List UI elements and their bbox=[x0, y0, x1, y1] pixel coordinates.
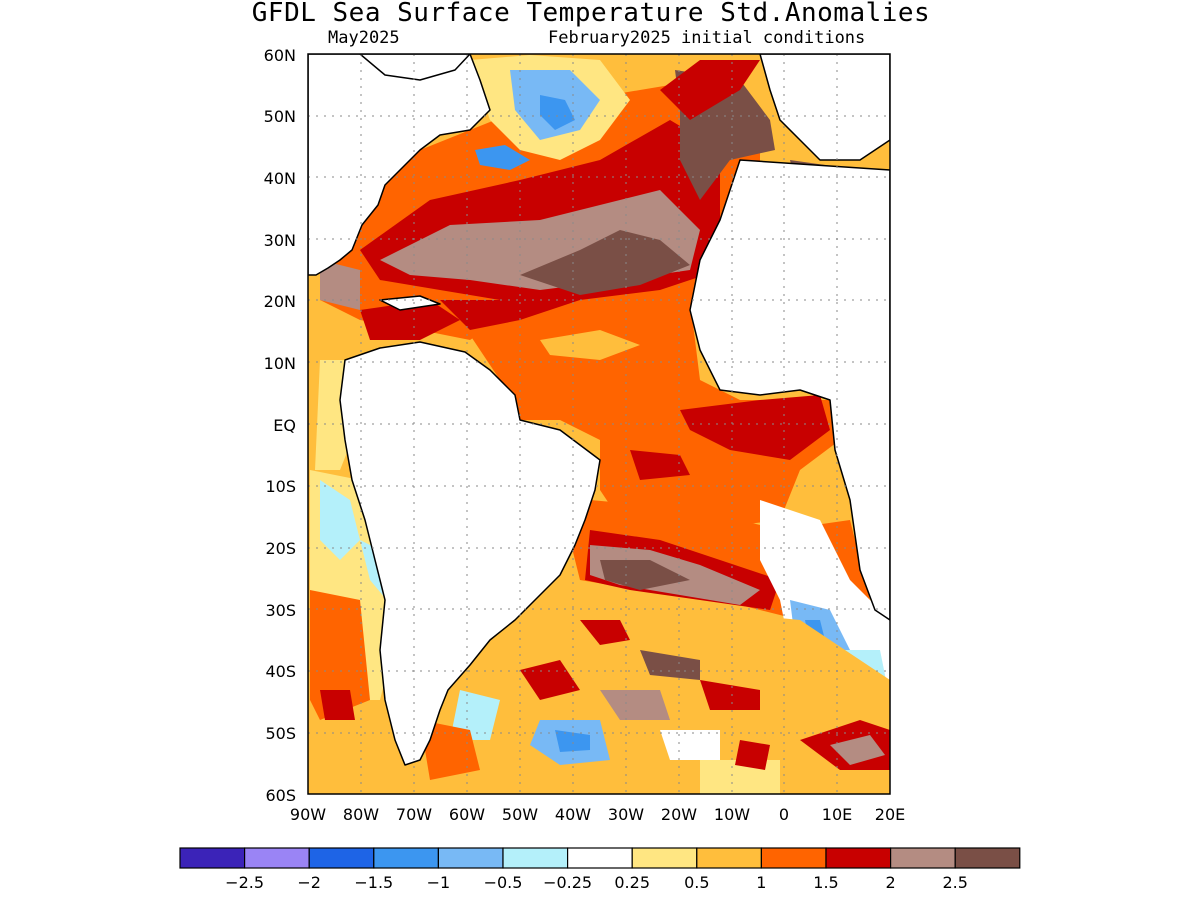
colorbar-label: −1 bbox=[427, 873, 451, 892]
africa-land bbox=[689, 159, 890, 621]
colorbar-swatch bbox=[954, 847, 1021, 869]
map-frame bbox=[307, 53, 891, 795]
lat-tick-label: 40S bbox=[265, 662, 296, 681]
colorbar-label: −0.25 bbox=[543, 873, 592, 892]
colorbar-label: 2.5 bbox=[942, 873, 967, 892]
lat-tick-label: 10N bbox=[264, 354, 296, 373]
north-america-land bbox=[308, 54, 491, 276]
colorbar-label: 0.5 bbox=[684, 873, 709, 892]
lon-tick-label: 20E bbox=[875, 805, 905, 824]
lat-tick-label: 50S bbox=[265, 724, 296, 743]
lon-tick-label: 50W bbox=[502, 805, 538, 824]
colorbar-label: 1 bbox=[756, 873, 766, 892]
colorbar-label: −1.5 bbox=[354, 873, 393, 892]
colorbar-label: 2 bbox=[886, 873, 896, 892]
lon-tick-label: 30W bbox=[608, 805, 644, 824]
lon-tick-label: 0 bbox=[779, 805, 789, 824]
lat-tick-label: EQ bbox=[273, 416, 296, 435]
colorbar-label: −2 bbox=[297, 873, 321, 892]
lon-tick-label: 70W bbox=[396, 805, 432, 824]
lon-tick-label: 60W bbox=[449, 805, 485, 824]
chart-title: GFDL Sea Surface Temperature Std.Anomali… bbox=[251, 0, 931, 28]
colorbar: −2.5 −2 −1.5 −1 −0.5 −0.25 0.25 0.5 1 1.5 2 2.5 bbox=[179, 847, 1021, 892]
greenland-land bbox=[359, 54, 471, 81]
colorbar-swatch bbox=[696, 847, 762, 869]
colorbar-swatch bbox=[566, 847, 633, 869]
lon-tick-label: 10W bbox=[714, 805, 750, 824]
lat-tick-label: 60N bbox=[264, 46, 296, 65]
gridlines bbox=[308, 54, 890, 794]
colorbar-label: −2.5 bbox=[225, 873, 264, 892]
lat-tick-label: 30N bbox=[264, 231, 296, 250]
colorbar-swatch bbox=[502, 847, 569, 869]
latitude-axis: 60N 50N 40N 30N 20N 10N EQ 10S 20S 30S 4… bbox=[264, 46, 296, 805]
lon-tick-label: 40W bbox=[555, 805, 591, 824]
colorbar-swatch bbox=[244, 847, 310, 869]
lat-tick-label: 20S bbox=[265, 539, 296, 558]
colorbar-swatch bbox=[373, 847, 439, 869]
colorbar-swatch bbox=[631, 847, 698, 869]
south-america-land bbox=[339, 341, 601, 766]
colorbar-label: 1.5 bbox=[813, 873, 838, 892]
lat-tick-label: 30S bbox=[265, 601, 296, 620]
lat-tick-label: 40N bbox=[264, 169, 296, 188]
lat-tick-label: 20N bbox=[264, 292, 296, 311]
colorbar-swatch bbox=[760, 847, 827, 869]
longitude-axis: 90W 80W 70W 60W 50W 40W 30W 20W 10W 0 10… bbox=[290, 805, 905, 824]
lat-tick-label: 50N bbox=[264, 107, 296, 126]
colorbar-swatch bbox=[437, 847, 504, 869]
colorbar-swatch bbox=[889, 847, 956, 869]
colorbar-swatch bbox=[308, 847, 375, 869]
land-mask bbox=[308, 54, 890, 766]
lat-tick-label: 60S bbox=[265, 786, 296, 805]
colorbar-swatch bbox=[179, 847, 246, 869]
colorbar-swatch bbox=[825, 847, 892, 869]
caribbean-islands bbox=[379, 295, 441, 311]
lon-tick-label: 10E bbox=[822, 805, 852, 824]
forecast-month: May2025 bbox=[328, 28, 400, 48]
lon-tick-label: 90W bbox=[290, 805, 326, 824]
lat-tick-label: 10S bbox=[265, 477, 296, 496]
initial-conditions-label: February2025 initial conditions bbox=[548, 28, 866, 48]
colorbar-label: −0.5 bbox=[484, 873, 523, 892]
lon-tick-label: 80W bbox=[343, 805, 379, 824]
europe-land bbox=[759, 54, 890, 161]
lon-tick-label: 20W bbox=[661, 805, 697, 824]
colorbar-label: 0.25 bbox=[614, 873, 650, 892]
